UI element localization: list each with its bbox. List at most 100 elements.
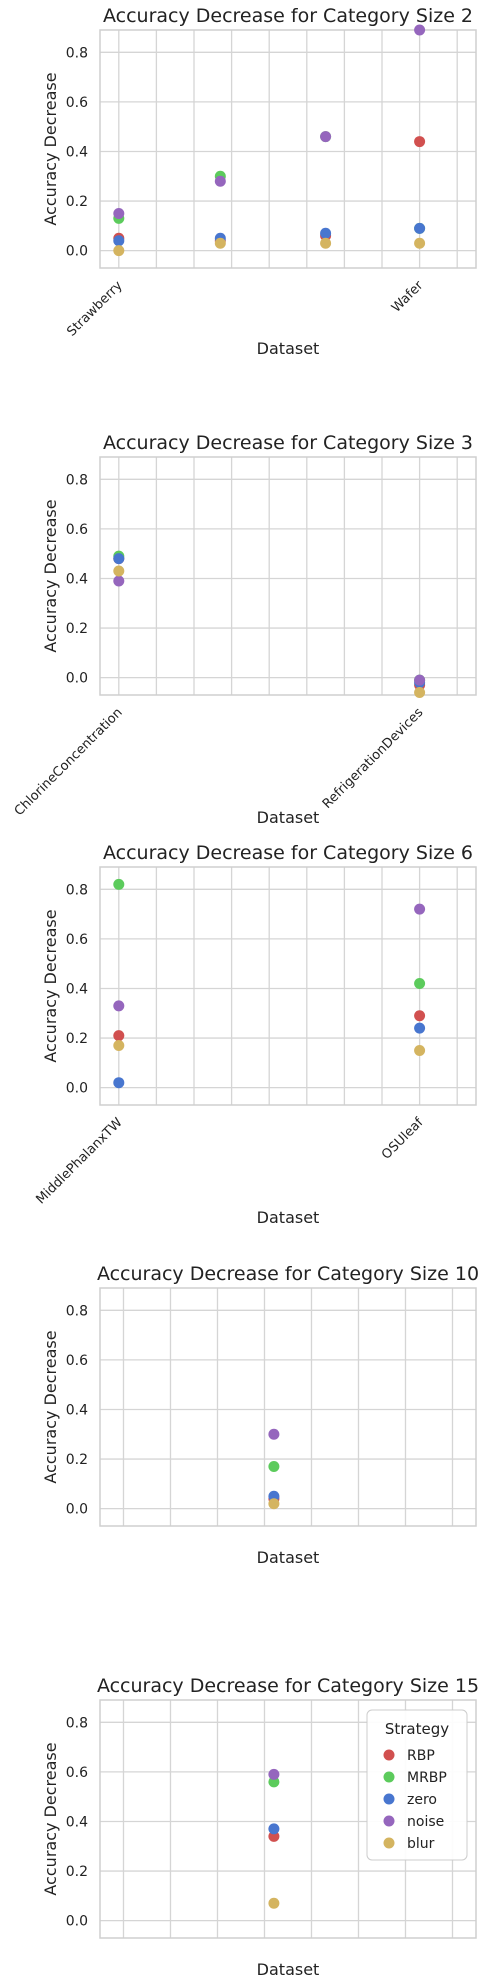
y-axis-label: Accuracy Decrease <box>41 1742 60 1895</box>
legend-marker-blur <box>383 1837 395 1849</box>
point-blur <box>414 687 426 699</box>
x-tick-label: Wafer <box>389 278 427 316</box>
y-tick-label: 0.6 <box>66 1765 88 1781</box>
x-axis-label: Dataset <box>257 1960 320 1979</box>
x-tick-label: MiddlePhalanxTW <box>33 1115 125 1207</box>
point-noise <box>214 175 226 187</box>
legend-label-blur: blur <box>407 1836 435 1852</box>
legend: Strategy RBP MRBP zero noise blur <box>366 1709 468 1861</box>
point-RBP <box>113 1030 125 1042</box>
axes-frame <box>99 866 477 1106</box>
point-noise <box>113 1000 125 1012</box>
point-blur <box>268 1498 280 1510</box>
x-tick-label: OSUleaf <box>379 1115 427 1163</box>
subplot-1: 0.0 0.2 0.4 0.6 0.8 Accuracy Decrease for Cat… <box>41 5 477 358</box>
y-tick-label: 0.0 <box>66 671 88 687</box>
subplot-4: 0.0 0.2 0.4 0.6 0.8 Accuracy Decrease for Cat… <box>41 1263 479 1567</box>
y-tick-label: 0.6 <box>66 522 88 538</box>
legend-marker-RBP <box>383 1749 395 1761</box>
point-noise <box>268 1428 280 1440</box>
subplot-2: 0.0 0.2 0.4 0.6 0.8 Accuracy Decrease for Cat… <box>12 432 477 827</box>
x-axis-label: Dataset <box>257 1208 320 1227</box>
chart-title: Accuracy Decrease for Category Size 10 <box>97 1263 479 1285</box>
y-tick-label: 0.8 <box>66 45 88 61</box>
x-axis-label: Dataset <box>257 1548 320 1567</box>
y-tick-label: 0.2 <box>66 194 88 210</box>
axes-frame <box>99 1699 477 1939</box>
y-tick-label: 0.2 <box>66 1452 88 1468</box>
point-MRBP <box>414 978 426 990</box>
point-noise <box>113 575 125 587</box>
plot-area <box>100 867 476 1105</box>
point-blur <box>268 1897 280 1909</box>
axes-frame <box>99 29 477 269</box>
plot-area <box>100 457 476 695</box>
y-tick-label: 0.6 <box>66 1353 88 1369</box>
point-blur <box>113 245 125 257</box>
point-MRBP <box>113 878 125 890</box>
y-tick-label: 0.0 <box>66 1081 88 1097</box>
subplot-3: 0.0 0.2 0.4 0.6 0.8 Accuracy Decrease for Cat… <box>33 842 477 1227</box>
point-zero <box>113 553 125 565</box>
x-tick-label: RefrigerationDevices <box>320 705 427 812</box>
y-tick-label: 0.4 <box>66 1402 88 1418</box>
y-tick-label: 0.4 <box>66 571 88 587</box>
legend-marker-MRBP <box>383 1771 395 1783</box>
point-noise <box>268 1768 280 1780</box>
point-blur <box>414 237 426 249</box>
y-tick-label: 0.8 <box>66 1715 88 1731</box>
point-zero <box>268 1823 280 1835</box>
axes-frame <box>99 456 477 696</box>
y-tick-label: 0.2 <box>66 621 88 637</box>
x-tick-label: ChlorineConcentration <box>12 705 126 819</box>
y-tick-label: 0.6 <box>66 932 88 948</box>
point-zero <box>414 1022 426 1034</box>
legend-marker-zero <box>383 1793 395 1805</box>
legend-marker-noise <box>383 1815 395 1827</box>
y-tick-label: 0.8 <box>66 472 88 488</box>
y-tick-label: 0.8 <box>66 882 88 898</box>
y-tick-label: 0.4 <box>66 144 88 160</box>
point-blur <box>113 565 125 577</box>
legend-label-RBP: RBP <box>407 1748 435 1764</box>
legend-label-MRBP: MRBP <box>407 1770 447 1786</box>
legend-label-zero: zero <box>407 1792 437 1808</box>
point-zero <box>414 222 426 234</box>
chart-title: Accuracy Decrease for Category Size 2 <box>103 5 473 27</box>
y-tick-label: 0.0 <box>66 244 88 260</box>
legend-label-noise: noise <box>407 1814 444 1830</box>
y-tick-label: 0.6 <box>66 95 88 111</box>
y-tick-label: 0.4 <box>66 1814 88 1830</box>
point-RBP <box>414 1010 426 1022</box>
point-blur <box>320 237 332 249</box>
plot-area <box>100 30 476 268</box>
point-noise <box>320 131 332 143</box>
y-tick-label: 0.0 <box>66 1502 88 1518</box>
point-blur <box>414 1044 426 1056</box>
y-tick-label: 0.4 <box>66 981 88 997</box>
point-zero <box>113 1077 125 1089</box>
x-axis-label: Dataset <box>257 808 320 827</box>
point-blur <box>214 237 226 249</box>
axes-frame <box>99 1287 477 1527</box>
subplot-5: 0.0 0.2 0.4 0.6 0.8 Accuracy Decrease for Cat… <box>41 1675 479 1979</box>
point-noise <box>414 903 426 915</box>
point-zero <box>320 227 332 239</box>
point-noise <box>414 24 426 36</box>
y-tick-label: 0.2 <box>66 1864 88 1880</box>
y-axis-label: Accuracy Decrease <box>41 1330 60 1483</box>
point-MRBP <box>268 1461 280 1472</box>
chart-title: Accuracy Decrease for Category Size 3 <box>103 432 473 454</box>
y-axis-label: Accuracy Decrease <box>41 72 60 225</box>
point-noise <box>414 674 426 686</box>
y-axis-label: Accuracy Decrease <box>41 499 60 652</box>
point-RBP <box>414 136 426 148</box>
legend-title: Strategy <box>385 1720 449 1738</box>
y-axis-label: Accuracy Decrease <box>41 909 60 1062</box>
point-blur <box>113 1040 125 1051</box>
plot-area <box>100 1288 476 1526</box>
y-tick-label: 0.8 <box>66 1303 88 1319</box>
x-tick-label: Strawberry <box>64 278 126 340</box>
chart-title: Accuracy Decrease for Category Size 6 <box>103 842 473 864</box>
